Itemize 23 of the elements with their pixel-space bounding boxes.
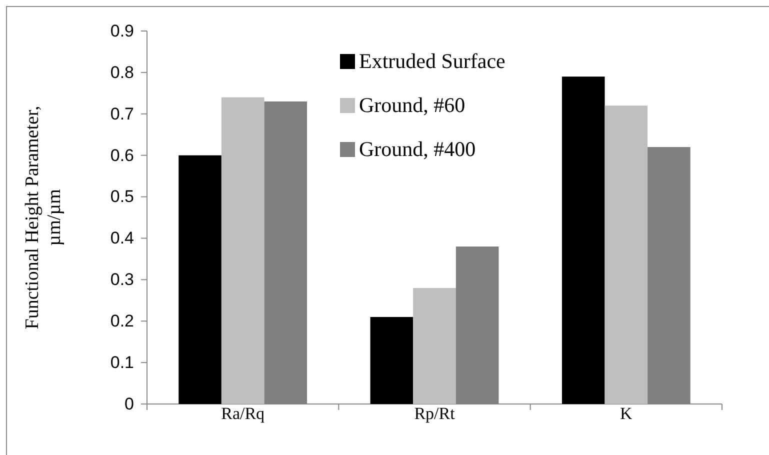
bar — [221, 97, 264, 404]
x-tick-label: Ra/Rq — [221, 404, 266, 423]
x-tick-label: Rp/Rt — [414, 404, 456, 423]
bar — [370, 316, 414, 404]
bar — [413, 288, 456, 404]
y-tick-label: 0.6 — [110, 146, 134, 165]
x-tick-label: K — [620, 404, 634, 423]
y-tick-label: 0 — [124, 394, 134, 414]
y-tick-label: 0.2 — [110, 312, 134, 331]
legend-label: Ground, #400 — [359, 137, 476, 161]
y-tick-label: 0.3 — [110, 270, 134, 290]
legend-label: Extruded Surface — [359, 49, 506, 73]
legend-label: Ground, #60 — [359, 93, 466, 117]
y-axis-title: Functional Height Parameter, µm/µm — [22, 106, 65, 330]
bar — [562, 76, 605, 404]
y-tick-label: 0.5 — [110, 187, 134, 206]
bar — [604, 106, 648, 404]
y-tick-label: 0.4 — [110, 228, 134, 248]
y-tick-label: 0.8 — [110, 62, 134, 82]
y-tick-label: 0.9 — [110, 21, 134, 40]
bar — [178, 155, 222, 404]
y-tick-label: 0.1 — [110, 352, 134, 372]
y-tick-label: 0.7 — [110, 104, 134, 124]
